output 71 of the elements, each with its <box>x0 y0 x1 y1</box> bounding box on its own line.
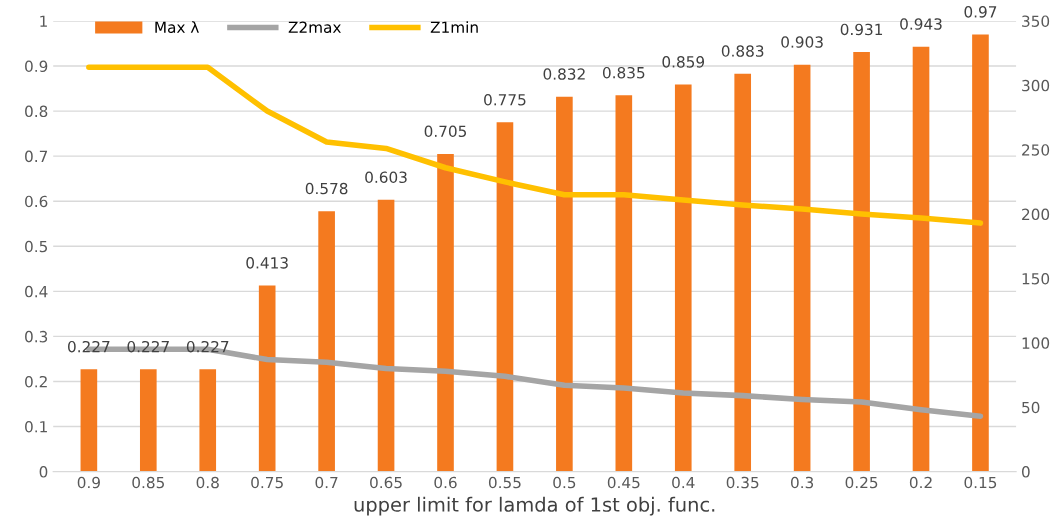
data-label: 0.578 <box>305 182 348 195</box>
data-label: 0.603 <box>365 171 407 184</box>
y2-tick-label: 50 <box>1022 401 1040 414</box>
bar <box>674 84 692 472</box>
legend-label: Max λ <box>155 21 199 34</box>
x-tick-label: 0.9 <box>77 476 100 489</box>
y-tick-label: 0 <box>39 466 48 478</box>
x-tick-label: 0.4 <box>672 476 695 489</box>
bar <box>912 46 930 472</box>
x-tick-label: 0.15 <box>964 476 997 489</box>
data-label: 0.97 <box>964 6 997 18</box>
x-tick-label: 0.6 <box>434 476 457 489</box>
data-label: 0.775 <box>484 93 526 106</box>
bar <box>972 34 989 472</box>
y-tick-label: 0.3 <box>25 330 48 343</box>
y-tick-label: 1 <box>40 15 47 27</box>
data-label: 0.705 <box>424 125 467 138</box>
x-axis-title: upper limit for lamda of 1st obj. func. <box>354 496 715 516</box>
bar <box>437 153 454 472</box>
bar <box>615 95 633 472</box>
x-tick-label: 0.3 <box>791 476 814 489</box>
y-tick-label: 0.5 <box>25 240 48 253</box>
x-tick-label: 0.75 <box>251 476 283 489</box>
bar <box>853 52 870 472</box>
data-label: 0.883 <box>721 45 764 57</box>
x-tick-label: 0.7 <box>315 476 338 489</box>
y2-tick-label: 150 <box>1022 272 1050 285</box>
data-label: 0.832 <box>543 68 585 80</box>
y2-tick-label: 350 <box>1022 15 1050 27</box>
bar <box>80 369 98 472</box>
x-tick-label: 0.85 <box>132 476 164 489</box>
y-tick-label: 0.2 <box>25 375 47 388</box>
x-tick-label: 0.55 <box>488 476 521 489</box>
y-tick-label: 0.7 <box>25 150 48 163</box>
y2-tick-label: 0 <box>1021 466 1030 478</box>
data-label: 0.859 <box>662 56 705 68</box>
y-tick-label: 0.1 <box>25 421 47 433</box>
bar <box>734 73 752 472</box>
data-label: 0.903 <box>781 36 823 48</box>
legend-label: Z2max <box>288 21 341 34</box>
y2-tick-label: 300 <box>1022 79 1050 92</box>
x-tick-label: 0.65 <box>370 476 402 489</box>
x-tick-label: 0.25 <box>845 476 878 489</box>
data-label: 0.931 <box>840 23 883 36</box>
x-tick-label: 0.5 <box>553 476 576 489</box>
bar <box>556 96 573 472</box>
x-tick-label: 0.2 <box>909 476 932 489</box>
y-tick-label: 0.6 <box>25 195 48 208</box>
data-label: 0.227 <box>127 340 169 353</box>
data-label: 0.227 <box>186 340 229 353</box>
bar <box>496 122 514 472</box>
data-label: 0.943 <box>900 18 942 30</box>
bar <box>199 369 217 472</box>
bar <box>793 64 811 472</box>
y2-tick-label: 100 <box>1022 337 1050 349</box>
y2-tick-label: 200 <box>1022 208 1050 221</box>
y2-tick-label: 250 <box>1022 144 1050 156</box>
legend-label: Z1min <box>430 21 478 33</box>
x-tick-label: 0.45 <box>607 476 640 489</box>
x-tick-label: 0.35 <box>726 476 759 489</box>
bar <box>377 199 395 472</box>
bar <box>258 285 276 472</box>
x-tick-label: 0.8 <box>196 476 219 489</box>
y-tick-label: 0.8 <box>25 105 48 118</box>
data-label: 0.413 <box>246 257 288 269</box>
bar <box>139 369 157 472</box>
bar <box>318 211 335 472</box>
data-label: 0.835 <box>602 66 645 79</box>
y-tick-label: 0.9 <box>25 60 48 73</box>
y-tick-label: 0.4 <box>25 285 48 298</box>
data-label: 0.227 <box>68 340 110 353</box>
